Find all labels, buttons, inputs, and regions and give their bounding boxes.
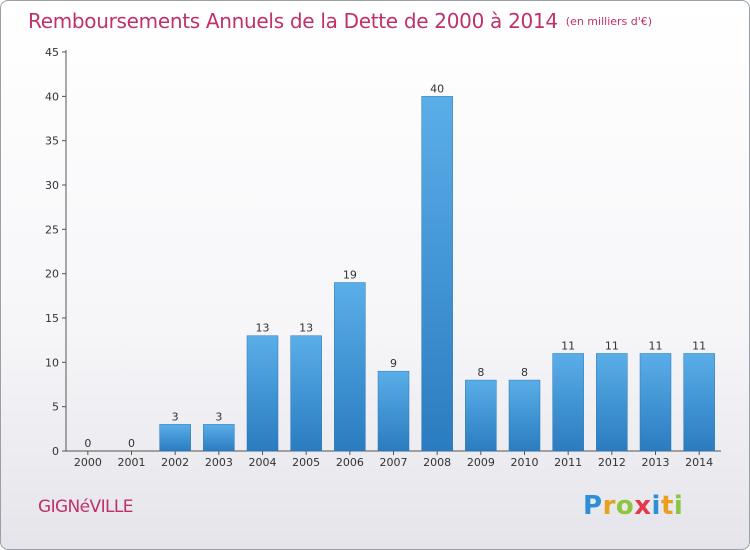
logo-letter: t: [660, 491, 674, 521]
commune-name: GIGNéVILLE: [38, 497, 133, 517]
bar-2008: [421, 96, 453, 452]
y-tick-label: 10: [45, 356, 59, 369]
bar-2009: [465, 379, 497, 452]
data-label-2009: 8: [477, 366, 484, 379]
x-tick-label: 2008: [423, 456, 451, 469]
x-tick-label: 2011: [554, 456, 582, 469]
logo-letter: i: [651, 491, 661, 521]
data-label-2011: 11: [561, 339, 575, 352]
x-tick-label: 2004: [249, 456, 277, 469]
data-label-2014: 11: [692, 339, 706, 352]
data-label-2000: 0: [84, 437, 91, 450]
bar-2003: [203, 424, 235, 452]
data-label-2006: 19: [343, 269, 357, 282]
chart-title-text: Remboursements Annuels de la Dette de 20…: [28, 9, 558, 33]
bars: [159, 96, 715, 452]
y-tick-label: 5: [52, 401, 59, 414]
x-tick-label: 2010: [511, 456, 539, 469]
bar-2014: [683, 353, 715, 452]
y-tick-label: 45: [45, 46, 59, 59]
y-tick-label: 25: [45, 223, 59, 236]
x-tick-label: 2013: [642, 456, 670, 469]
y-tick-label: 30: [45, 179, 59, 192]
y-tick-label: 35: [45, 135, 59, 148]
data-label-2007: 9: [390, 357, 397, 370]
chart-subtitle: (en milliers d'€): [565, 15, 653, 28]
x-axis: 2000 2001 2002 2003 2004 2005 2006 2007 2008 2009…: [66, 450, 721, 469]
y-tick-label: 15: [45, 312, 59, 325]
logo-letter: o: [615, 491, 635, 521]
data-labels: 0 0 3 3 13 13 19 9 40 8 8 11 11 11 11: [84, 82, 706, 450]
data-label-2002: 3: [172, 410, 179, 423]
x-tick-label: 2012: [598, 456, 626, 469]
data-label-2003: 3: [215, 410, 222, 423]
logo-letter: P: [583, 491, 603, 521]
x-tick-label: 2014: [685, 456, 713, 469]
data-label-2012: 11: [605, 339, 619, 352]
data-label-2001: 0: [128, 437, 135, 450]
bar-2012: [596, 353, 628, 452]
bar-2010: [508, 379, 541, 452]
x-tick-label: 2009: [467, 456, 495, 469]
bar-2005: [290, 335, 322, 452]
chart-title: Remboursements Annuels de la Dette de 20…: [28, 9, 652, 33]
bar-2002: [159, 424, 191, 452]
bar-2006: [334, 282, 366, 452]
data-label-2005: 13: [299, 322, 313, 335]
data-label-2010: 8: [521, 366, 528, 379]
x-tick-label: 2000: [74, 456, 102, 469]
y-tick-label: 20: [45, 268, 59, 281]
y-tick-label: 40: [45, 90, 59, 103]
y-tick-label: 0: [52, 445, 59, 458]
x-tick-label: 2007: [380, 456, 408, 469]
x-tick-label: 2003: [205, 456, 233, 469]
data-label-2008: 40: [430, 82, 444, 95]
logo-letter: x: [634, 491, 652, 521]
bar-2013: [639, 353, 672, 452]
x-tick-label: 2001: [118, 456, 146, 469]
x-tick-label: 2005: [292, 456, 320, 469]
bar-2011: [552, 353, 584, 452]
logo-letter: i: [673, 491, 684, 521]
x-tick-label: 2002: [161, 456, 189, 469]
bar-2004: [246, 335, 279, 452]
logo-letter: r: [602, 491, 616, 521]
data-label-2004: 13: [256, 322, 270, 335]
proxiti-logo: Proxiti: [583, 491, 683, 521]
x-tick-label: 2006: [336, 456, 364, 469]
y-axis: 0 5 10 15 20 25 30 35 40 45: [45, 46, 67, 458]
data-label-2013: 11: [649, 339, 663, 352]
bar-2007: [377, 370, 410, 452]
